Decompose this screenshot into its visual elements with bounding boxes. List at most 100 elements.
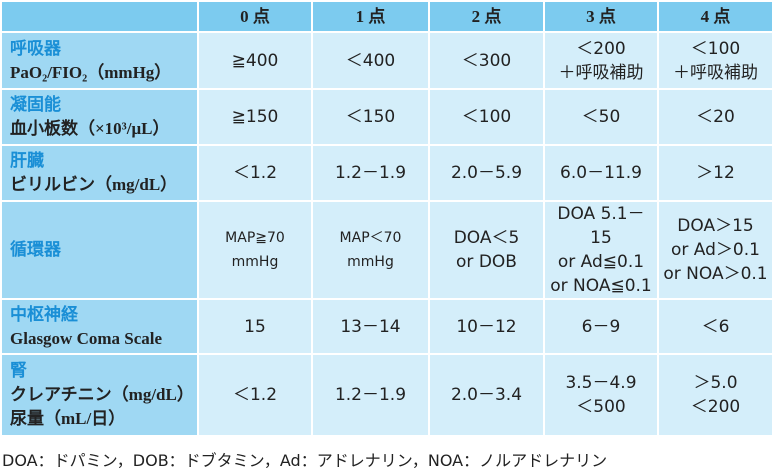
row-label: 循環器 xyxy=(0,200,199,300)
header-cell: 3 点 xyxy=(543,0,659,33)
cell-line: or NOA≦0.1 xyxy=(550,276,652,296)
row: 凝固能血小板数（×10³/μL） ≧150 ＜150 ＜100 ＜50 ＜20 xyxy=(0,88,772,146)
value-cell: 1.2－1.9 xyxy=(311,353,430,437)
category: 循環器 xyxy=(10,240,61,260)
cell-line: or DOB xyxy=(456,252,517,272)
cell-line: 2.0－5.9 xyxy=(450,163,523,183)
category: 凝固能 xyxy=(10,95,61,115)
value-cell: 2.0－5.9 xyxy=(428,144,545,202)
cell-line: or NOA＞0.1 xyxy=(663,264,768,284)
value-cell: ＜6 xyxy=(657,298,772,355)
row: 循環器 MAP≧70 mmHg MAP＜70 mmHg DOA＜5 or DOB DOA … xyxy=(0,200,772,300)
value-cell: MAP≧70 mmHg xyxy=(197,200,313,300)
value-cell: ＜100 ＋呼吸補助 xyxy=(657,31,772,90)
value-cell: ≧400 xyxy=(197,31,313,90)
measure: ビリルビン（mg/dL） xyxy=(10,175,178,194)
category: 肝臓 xyxy=(10,151,44,171)
value-cell: DOA 5.1－15 or Ad≦0.1 or NOA≦0.1 xyxy=(543,200,659,300)
value-cell: 10－12 xyxy=(428,298,545,355)
cell-line: DOA 5.1－15 xyxy=(557,204,645,248)
cell-line: ＜1.2 xyxy=(232,385,278,405)
cell-line: ＞5.0 xyxy=(693,373,738,393)
cell-line: or Ad≦0.1 xyxy=(557,252,645,272)
cell-line: 1.2－1.9 xyxy=(334,163,407,183)
cell-line: ＜200 xyxy=(576,38,626,59)
header-cell: 0 点 xyxy=(197,0,313,33)
measure: PaO₂/FIO₂（mmHg） xyxy=(10,62,172,82)
cell-line: ＜400 xyxy=(345,50,396,71)
header-cell: 2 点 xyxy=(428,0,545,33)
cell-line: ＜50 xyxy=(581,107,621,127)
value-cell: ＜1.2 xyxy=(197,144,313,202)
value-cell: DOA＜5 or DOB xyxy=(428,200,545,300)
value-cell: ＞12 xyxy=(657,144,772,202)
cell-line: MAP≧70 mmHg xyxy=(225,230,285,270)
cell-line: ＜150 xyxy=(345,107,396,127)
row: 呼吸器 PaO₂/FIO₂（mmHg） ≧400 ＜400 ＜300 ＜200 ＋呼吸補助＜… xyxy=(0,31,772,90)
cell-line: 3.5－4.9 xyxy=(565,373,637,393)
row-label: 肝臓ビリルビン（mg/dL） xyxy=(0,144,199,202)
cell-line: ＜6 xyxy=(701,316,730,337)
cell-line: DOA＞15 xyxy=(677,216,754,236)
cell-line: DOA＜5 xyxy=(453,228,520,248)
measure: クレアチニン（mg/dL） xyxy=(10,385,194,404)
cell-line: ＜100 xyxy=(461,107,512,127)
value-cell: 2.0－3.4 xyxy=(428,353,545,437)
cell-line: or Ad＞0.1 xyxy=(671,240,760,260)
header-corner xyxy=(0,0,199,33)
category: 呼吸器 xyxy=(10,38,61,59)
measure: 血小板数（×10³/μL） xyxy=(10,119,170,138)
cell-line: ＋呼吸補助 xyxy=(558,62,644,83)
value-cell: 6.0－11.9 xyxy=(543,144,659,202)
category: 腎 xyxy=(10,361,27,381)
row-label: 呼吸器 PaO₂/FIO₂（mmHg） xyxy=(0,31,199,90)
value-cell: DOA＞15 or Ad＞0.1 or NOA＞0.1 xyxy=(657,200,772,300)
cell-line: ＋呼吸補助 xyxy=(673,62,758,83)
header-cell: 4 点 xyxy=(657,0,772,33)
value-cell: 15 xyxy=(197,298,313,355)
value-cell: ＜150 xyxy=(311,88,430,146)
measure: Glasgow Coma Scale xyxy=(10,328,163,348)
value-cell: 1.2－1.9 xyxy=(311,144,430,202)
cell-line: MAP＜70 mmHg xyxy=(339,230,402,270)
row: 中枢神経 Glasgow Coma Scale 15 13－14 10－12 6－9 ＜6 xyxy=(0,298,772,355)
cell-line: 1.2－1.9 xyxy=(334,385,407,405)
value-cell: ＜400 xyxy=(311,31,430,90)
cell-line: 10－12 xyxy=(456,316,517,337)
cell-line: 6.0－11.9 xyxy=(560,163,642,183)
row-label: 凝固能血小板数（×10³/μL） xyxy=(0,88,199,146)
row-label: 腎クレアチニン（mg/dL） 尿量（mL/日） xyxy=(0,353,199,437)
row: 腎クレアチニン（mg/dL） 尿量（mL/日） ＜1.2 1.2－1.9 2.0－3.4… xyxy=(0,353,772,437)
cell-line: ＜300 xyxy=(461,50,512,71)
cell-line: 2.0－3.4 xyxy=(450,385,523,405)
category: 中枢神経 xyxy=(10,304,78,325)
row: 肝臓 ビリルビン（mg/dL） ＜1.2 1.2－1.9 2.0－5.9 6.0－11.9… xyxy=(0,144,772,202)
cell-line: ＜500 xyxy=(576,397,626,417)
value-cell: 13－14 xyxy=(311,298,430,355)
value-cell: ＜300 xyxy=(428,31,545,90)
value-cell: ＜200 ＋呼吸補助 xyxy=(543,31,659,90)
cell-line: 13－14 xyxy=(340,316,401,337)
value-cell: ＜50 xyxy=(543,88,659,146)
cell-line: ＞12 xyxy=(696,163,735,183)
header-cell: 1 点 xyxy=(311,0,430,33)
cell-line: ≧400 xyxy=(231,50,279,71)
measure: 尿量（mL/日） xyxy=(10,409,126,428)
cell-line: ≧150 xyxy=(231,107,279,127)
cell-line: 15 xyxy=(244,316,266,337)
value-cell: ＜20 xyxy=(657,88,772,146)
value-cell: ＜1.2 xyxy=(197,353,313,437)
cell-line: ＜20 xyxy=(696,107,735,127)
value-cell: 6－9 xyxy=(543,298,659,355)
value-cell: 3.5－4.9 ＜500 xyxy=(543,353,659,437)
value-cell: MAP＜70 mmHg xyxy=(311,200,430,300)
cell-line: ＜200 xyxy=(690,397,741,417)
value-cell: ＞5.0 ＜200 xyxy=(657,353,772,437)
value-cell: ≧150 xyxy=(197,88,313,146)
value-cell: ＜100 xyxy=(428,88,545,146)
cell-line: ＜100 xyxy=(690,38,741,59)
